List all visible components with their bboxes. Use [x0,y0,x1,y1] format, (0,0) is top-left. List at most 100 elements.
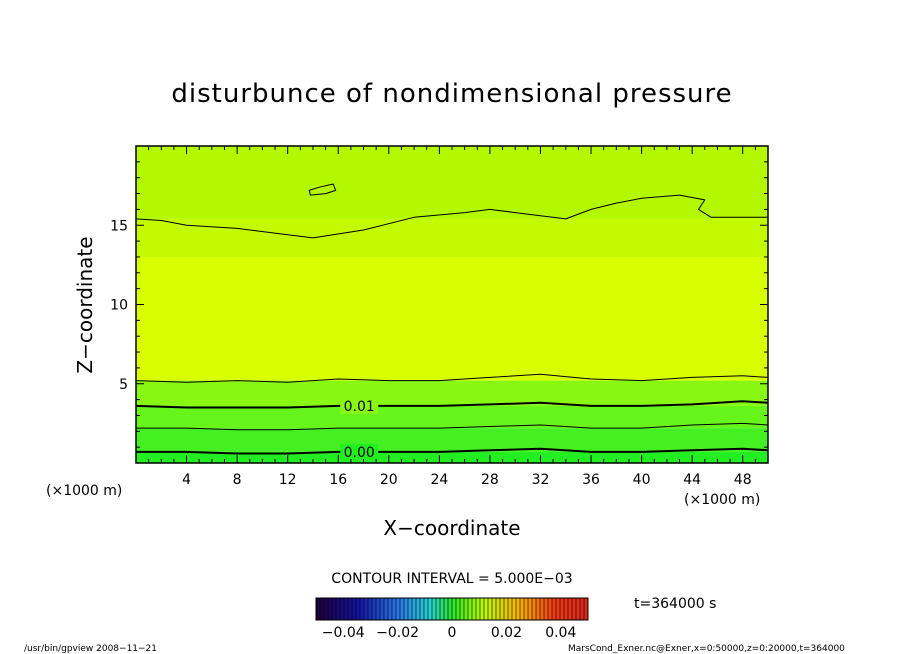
colorbar-tick-label: −0.04 [322,625,365,641]
colorbar-swatch [468,598,473,620]
time-label: t=364000 s [634,596,716,612]
contour-label-1: 0.00 [340,443,379,461]
colorbar-swatch [404,598,409,620]
colorbar-swatch [500,598,505,620]
colorbar-swatch [400,598,405,620]
colorbar-swatch [568,598,573,620]
x-tick-label: 28 [481,472,499,488]
x-axis-label: X−coordinate [383,516,520,540]
x-unit-right: (×1000 m) [684,492,760,508]
colorbar-swatch [572,598,577,620]
colorbar-frame [315,597,589,621]
colorbar-swatch [508,598,513,620]
colorbar-swatch [380,598,385,620]
colorbar-swatch [516,598,521,620]
y-axis-label: Z−coordinate [73,236,97,373]
colorbar-swatch [488,598,493,620]
fill-band-1 [136,428,768,452]
colorbar-swatch [344,598,349,620]
colorbar-swatch [332,598,337,620]
colorbar-swatch [316,598,321,620]
colorbar-swatch [348,598,353,620]
colorbar-swatch [424,598,429,620]
colorbar-swatch [576,598,581,620]
colorbar-swatch [324,598,329,620]
colorbar-swatch [384,598,389,620]
colorbar-swatch [552,598,557,620]
colorbar-swatch [456,598,461,620]
y-tick-label: 10 [110,298,128,314]
colorbar-swatch [328,598,333,620]
contour-line-4 [136,422,769,431]
colorbar-swatch [564,598,569,620]
colorbar-swatch [336,598,341,620]
colorbar-swatch [496,598,501,620]
colorbar-swatch [416,598,421,620]
colorbar-swatch [340,598,345,620]
x-tick-label: 44 [683,472,701,488]
colorbar-swatch [396,598,401,620]
contour-line-3 [135,400,769,409]
colorbar-swatch [436,598,441,620]
colorbar-tick-label: 0.02 [491,625,522,641]
colorbar-swatch [320,598,325,620]
colorbar-swatch [408,598,413,620]
colorbar-swatch [372,598,377,620]
colorbar-swatch [452,598,457,620]
fill-band-2 [136,405,768,429]
colorbar-tick-label: 0.04 [545,625,576,641]
x-tick-label: 32 [532,472,550,488]
colorbar: −0.04 −0.02 0 0.02 0.04 [315,597,589,641]
colorbar-swatch [480,598,485,620]
contour-line-0 [135,194,768,239]
contour-line-2 [135,373,769,383]
x-tick-label: 40 [633,472,651,488]
colorbar-swatch [528,598,533,620]
footer-right: MarsCond_Exner.nc@Exner,x=0:50000,z=0:20… [568,644,845,654]
colorbar-tick-label: −0.02 [376,625,419,641]
colorbar-swatch [548,598,553,620]
x-tick-label: 48 [734,472,752,488]
colorbar-swatch [492,598,497,620]
contour-line-1 [308,183,337,196]
colorbar-swatch [464,598,469,620]
colorbar-swatch [392,598,397,620]
contour-label-bg [340,397,379,414]
x-tick-label: 8 [233,472,242,488]
colorbar-swatch [440,598,445,620]
colorbar-swatch [376,598,381,620]
colorbar-swatch [476,598,481,620]
contour-line-5 [136,447,769,455]
colorbar-swatch [520,598,525,620]
colorbar-swatch [580,598,585,620]
x-tick-label: 20 [380,472,398,488]
plot-area: 0.01 0.00 [135,146,769,463]
contour-interval-label: CONTOUR INTERVAL = 5.000E−03 [331,571,572,587]
colorbar-swatch [412,598,417,620]
x-tick-label: 16 [329,472,347,488]
contour-label-0: 0.01 [340,397,379,415]
x-tick-label: 24 [430,472,448,488]
y-tick-label: 15 [110,218,128,234]
colorbar-swatch [472,598,477,620]
fill-band-6 [136,146,768,219]
colorbar-swatch [444,598,449,620]
colorbar-swatch [544,598,549,620]
x-unit-left: (×1000 m) [46,483,122,499]
fill-band-3 [136,380,768,406]
colorbar-swatch [388,598,393,620]
colorbar-swatch [584,598,589,620]
colorbar-swatch [360,598,365,620]
colorbar-swatch [556,598,561,620]
contour-label-text: 0.00 [344,445,375,461]
colorbar-swatch [524,598,529,620]
footer-left: /usr/bin/gpview 2008−11−21 [24,644,157,654]
y-tick-label: 5 [119,377,128,393]
colorbar-swatch [560,598,565,620]
colorbar-swatch [460,598,465,620]
x-tick-label: 36 [582,472,600,488]
colorbar-swatch [356,598,361,620]
colorbar-swatch [504,598,509,620]
